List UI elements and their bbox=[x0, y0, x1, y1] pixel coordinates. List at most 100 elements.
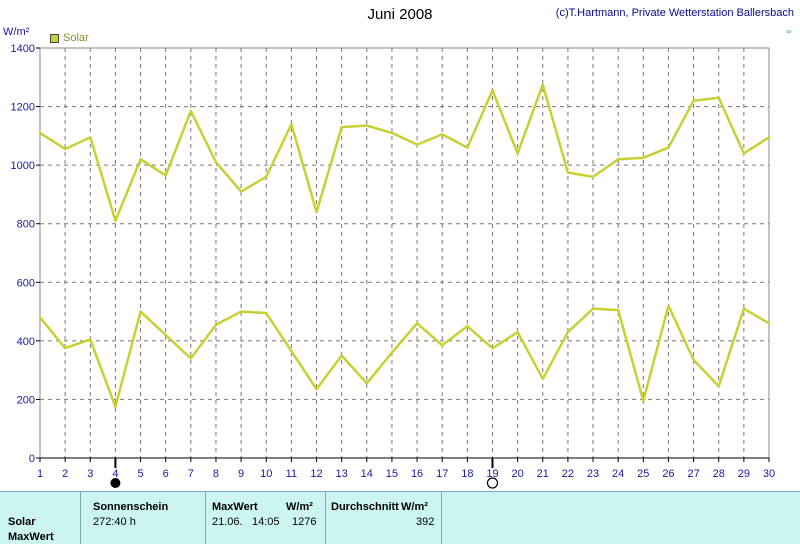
data-point bbox=[139, 158, 142, 161]
x-tick-label: 22 bbox=[562, 468, 574, 480]
data-point bbox=[340, 354, 343, 357]
x-tick-label: 21 bbox=[537, 468, 549, 480]
maxwert-header: MaxWert bbox=[212, 501, 258, 513]
x-tick-label: 29 bbox=[738, 468, 750, 480]
durchschnitt-cell: Durchschnitt W/m² 392 bbox=[326, 492, 442, 544]
data-point bbox=[415, 322, 419, 325]
y-tick-label: 1200 bbox=[11, 102, 35, 114]
y-tick-label: 1000 bbox=[11, 160, 35, 172]
data-point bbox=[742, 307, 746, 310]
data-point bbox=[189, 357, 193, 360]
x-tick-label: 23 bbox=[587, 468, 599, 480]
data-point bbox=[63, 147, 67, 151]
data-point bbox=[516, 152, 519, 155]
durchschnitt-header: Durchschnitt bbox=[331, 501, 399, 513]
sonnenschein-header: Sonnenschein bbox=[93, 501, 169, 513]
data-point bbox=[541, 83, 544, 86]
data-point bbox=[239, 190, 243, 193]
data-point bbox=[114, 405, 117, 408]
data-point bbox=[591, 175, 595, 179]
durchschnitt-value: 392 bbox=[416, 516, 435, 528]
data-point bbox=[265, 175, 268, 179]
data-point bbox=[491, 346, 494, 350]
maxwert-cell: MaxWert W/m² 21.06. 14:05 1276 bbox=[206, 492, 326, 544]
data-point bbox=[466, 146, 469, 149]
data-point bbox=[63, 346, 67, 350]
data-point bbox=[114, 219, 117, 222]
durchschnitt-unit: W/m² bbox=[401, 501, 428, 513]
data-point bbox=[717, 385, 720, 388]
data-point bbox=[290, 349, 293, 353]
data-point bbox=[214, 323, 218, 326]
x-tick-label: 27 bbox=[687, 468, 699, 480]
data-point bbox=[164, 174, 167, 177]
data-point bbox=[541, 377, 544, 381]
data-point bbox=[390, 131, 394, 135]
x-tick-label: 10 bbox=[260, 468, 272, 480]
y-tick-label: 1400 bbox=[11, 43, 35, 55]
data-point bbox=[616, 308, 620, 312]
data-point bbox=[667, 146, 670, 149]
data-point bbox=[239, 310, 243, 313]
data-point bbox=[717, 96, 720, 99]
legend-label: Solar bbox=[63, 32, 89, 44]
data-point bbox=[667, 304, 670, 307]
data-point bbox=[642, 156, 645, 160]
data-point bbox=[139, 310, 142, 313]
data-point bbox=[365, 124, 368, 127]
data-point bbox=[591, 307, 595, 310]
row-label-solar: Solar bbox=[8, 516, 36, 528]
sonnenschein-value: 272:40 h bbox=[93, 516, 136, 528]
x-tick-label: 17 bbox=[436, 468, 448, 480]
data-point bbox=[491, 89, 494, 92]
data-point bbox=[38, 131, 42, 135]
y-tick-label: 200 bbox=[17, 394, 35, 406]
data-point bbox=[189, 109, 193, 113]
x-tick-label: 5 bbox=[137, 468, 143, 480]
x-tick-label: 7 bbox=[188, 468, 194, 480]
data-point bbox=[315, 210, 318, 214]
x-tick-label: 24 bbox=[612, 468, 624, 480]
row-labels-cell: Solar MaxWert bbox=[0, 492, 81, 544]
x-tick-label: 14 bbox=[361, 468, 373, 480]
data-point bbox=[365, 382, 368, 385]
data-point bbox=[767, 136, 771, 139]
statistics-footer: Solar MaxWert Sonnenschein 272:40 h MaxW… bbox=[0, 491, 800, 544]
legend: Solar bbox=[50, 32, 89, 44]
data-point bbox=[742, 152, 746, 155]
y-axis-unit: W/m² bbox=[3, 26, 30, 38]
x-tick-label: 25 bbox=[637, 468, 649, 480]
data-point bbox=[616, 158, 620, 161]
data-point bbox=[89, 136, 92, 139]
data-point bbox=[214, 161, 218, 164]
x-tick-label: 28 bbox=[713, 468, 725, 480]
x-tick-label: 20 bbox=[511, 468, 523, 480]
data-point bbox=[265, 311, 268, 315]
chart-credit: (c)T.Hartmann, Private Wetterstation Bal… bbox=[555, 7, 794, 19]
data-point bbox=[566, 330, 570, 334]
data-point bbox=[566, 171, 570, 174]
maxwert-value: 1276 bbox=[292, 516, 317, 528]
data-point bbox=[89, 338, 92, 341]
x-tick-label: 9 bbox=[238, 468, 244, 480]
x-tick-label: 8 bbox=[213, 468, 219, 480]
x-tick-label: 6 bbox=[163, 468, 169, 480]
data-point bbox=[340, 125, 343, 129]
row-label-maxwert: MaxWert bbox=[8, 531, 54, 543]
data-point bbox=[642, 399, 645, 403]
x-tick-label: 3 bbox=[87, 468, 93, 480]
x-tick-label: 12 bbox=[310, 468, 322, 480]
x-tick-label: 2 bbox=[62, 468, 68, 480]
full-moon-icon bbox=[486, 477, 499, 489]
data-point bbox=[466, 325, 469, 328]
data-point bbox=[290, 122, 293, 126]
x-tick-label: 1 bbox=[37, 468, 43, 480]
y-tick-label: 0 bbox=[29, 453, 35, 465]
data-point bbox=[441, 344, 444, 347]
x-tick-label: 26 bbox=[662, 468, 674, 480]
x-tick-label: 18 bbox=[461, 468, 473, 480]
data-point bbox=[164, 333, 167, 337]
data-point bbox=[516, 330, 519, 334]
new-moon-icon bbox=[110, 478, 121, 488]
legend-swatch bbox=[50, 33, 59, 43]
